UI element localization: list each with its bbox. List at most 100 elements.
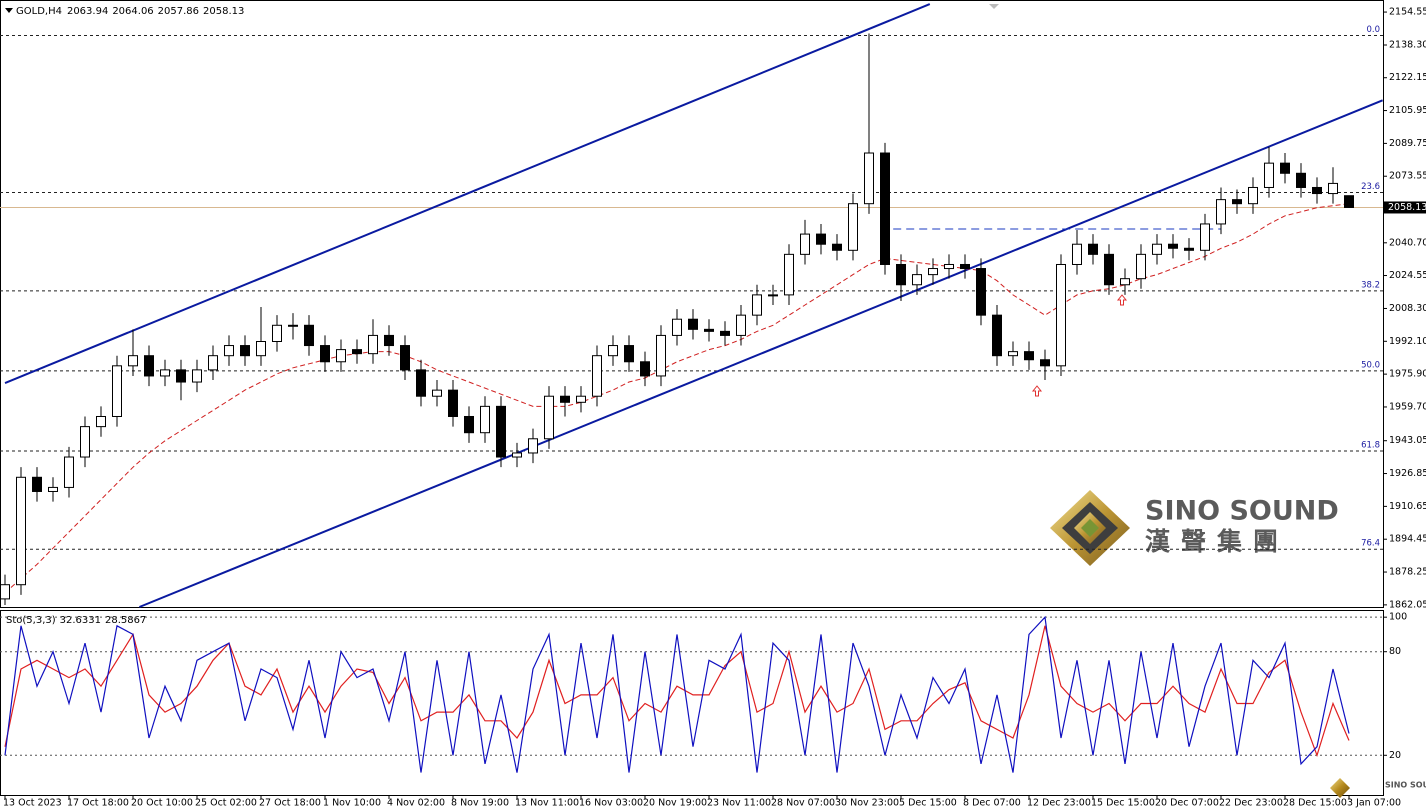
candle-body	[1136, 253, 1146, 280]
candle-body	[624, 345, 634, 363]
candle-body	[976, 268, 986, 316]
candle-body	[656, 334, 666, 377]
y-tick-label: 1894.45	[1389, 534, 1426, 545]
indicator-main: 32.6331	[60, 615, 101, 626]
shift-marker	[989, 4, 999, 9]
candle-body	[1024, 351, 1034, 361]
watermark-subtitle: 漢聲集團	[1145, 527, 1289, 556]
small-logo: SINO SOUND	[1330, 778, 1426, 798]
candle-body	[832, 243, 842, 251]
candle-body	[448, 389, 458, 417]
trendline	[4, 3, 931, 384]
x-tick-label: 17 Oct 18:00	[67, 798, 129, 809]
candle-body	[1344, 195, 1354, 208]
candle-body	[80, 426, 90, 458]
candle-body	[1040, 359, 1050, 367]
last-close: 2058.13	[203, 6, 244, 17]
candle-body	[1056, 263, 1066, 367]
candle-body	[0, 584, 10, 600]
y-tick-label: 1943.05	[1389, 435, 1426, 446]
logo-diamond-center	[1081, 519, 1099, 537]
candle-body	[304, 324, 314, 347]
fib-label: 50.0	[1361, 360, 1380, 370]
x-tick-label: 1 Nov 10:00	[323, 798, 381, 809]
x-tick-label: 20 Dec 07:00	[1155, 798, 1219, 809]
last-high: 2064.06	[112, 6, 153, 17]
candle-body	[992, 314, 1002, 357]
candle-body	[432, 389, 442, 397]
candle-body	[816, 233, 826, 245]
candle-body	[880, 152, 890, 265]
x-tick-label: 28 Nov 07:00	[771, 798, 835, 809]
y-tick-label: 1975.90	[1389, 369, 1426, 380]
candle-body	[1008, 351, 1018, 357]
candle-body	[512, 452, 522, 458]
candle-body	[128, 355, 138, 367]
x-tick-label: 30 Nov 23:00	[835, 798, 899, 809]
symbol-menu-arrow	[5, 8, 13, 13]
last-open: 2063.94	[67, 6, 108, 17]
trendline	[139, 99, 1383, 608]
x-tick-label: 3 Jan 07:00	[1347, 798, 1401, 809]
moving-average	[4, 203, 1350, 594]
candle-body	[944, 263, 954, 270]
candle-body	[160, 369, 170, 377]
x-tick-label: 20 Nov 19:00	[643, 798, 707, 809]
y-tick-label: 2105.95	[1389, 105, 1426, 116]
candle-body	[960, 263, 970, 270]
candle-body	[96, 415, 106, 428]
candle-body	[224, 345, 234, 357]
x-tick-label: 22 Dec 23:00	[1219, 798, 1283, 809]
fib-label: 0.0	[1366, 25, 1380, 35]
candle-body	[560, 395, 570, 403]
candle-body	[800, 233, 810, 255]
candle-body	[416, 369, 426, 397]
candle-body	[176, 369, 186, 383]
y-tick-label: 2122.15	[1389, 72, 1426, 83]
y-tick-label: 2008.30	[1389, 303, 1426, 314]
candle-body	[1152, 243, 1162, 255]
candle-body	[480, 405, 490, 434]
candle-body	[1312, 186, 1322, 195]
current-price-box	[1384, 201, 1426, 214]
candle-body	[912, 274, 922, 286]
candle-body	[320, 345, 330, 363]
candle-body	[288, 324, 298, 327]
candle-body	[704, 328, 714, 332]
candle-body	[1328, 182, 1338, 195]
small-logo-text: SINO SOUND	[1385, 781, 1426, 790]
x-tick-label: 20 Oct 10:00	[131, 798, 193, 809]
small-logo-diamond	[1330, 778, 1350, 798]
symbol-header: GOLD,H4 2063.94 2064.06 2057.86 2058.13	[16, 6, 244, 17]
candle-body	[48, 486, 58, 492]
candle-body	[688, 318, 698, 330]
fib-label: 23.6	[1361, 182, 1380, 192]
x-tick-label: 8 Nov 19:00	[451, 798, 509, 809]
candle-body	[864, 152, 874, 205]
x-tick-label: 13 Oct 2023	[3, 798, 62, 809]
candle-body	[528, 438, 538, 454]
x-tick-label: 25 Oct 02:00	[195, 798, 257, 809]
last-low: 2057.86	[158, 6, 199, 17]
candle-body	[336, 349, 346, 363]
x-tick-label: 4 Nov 02:00	[387, 798, 445, 809]
candle-body	[272, 324, 282, 343]
indicator-y-tick-label: 100	[1389, 612, 1407, 623]
candle-body	[1280, 162, 1290, 174]
symbol: GOLD,H4	[16, 6, 62, 17]
up-arrow	[1116, 294, 1128, 306]
indicator-y-tick-label: 80	[1389, 646, 1401, 657]
candle-body	[896, 263, 906, 286]
x-tick-label: 13 Nov 11:00	[515, 798, 579, 809]
candle-body	[1088, 243, 1098, 255]
candle-body	[240, 345, 250, 357]
watermark-title: SINO SOUND	[1145, 496, 1339, 527]
x-tick-label: 28 Dec 15:00	[1283, 798, 1347, 809]
candle-body	[1104, 253, 1114, 286]
candle-body	[1248, 186, 1258, 205]
candle-body	[1200, 223, 1210, 251]
candle-body	[464, 415, 474, 434]
candle-body	[544, 395, 554, 440]
y-tick-label: 2024.55	[1389, 270, 1426, 281]
